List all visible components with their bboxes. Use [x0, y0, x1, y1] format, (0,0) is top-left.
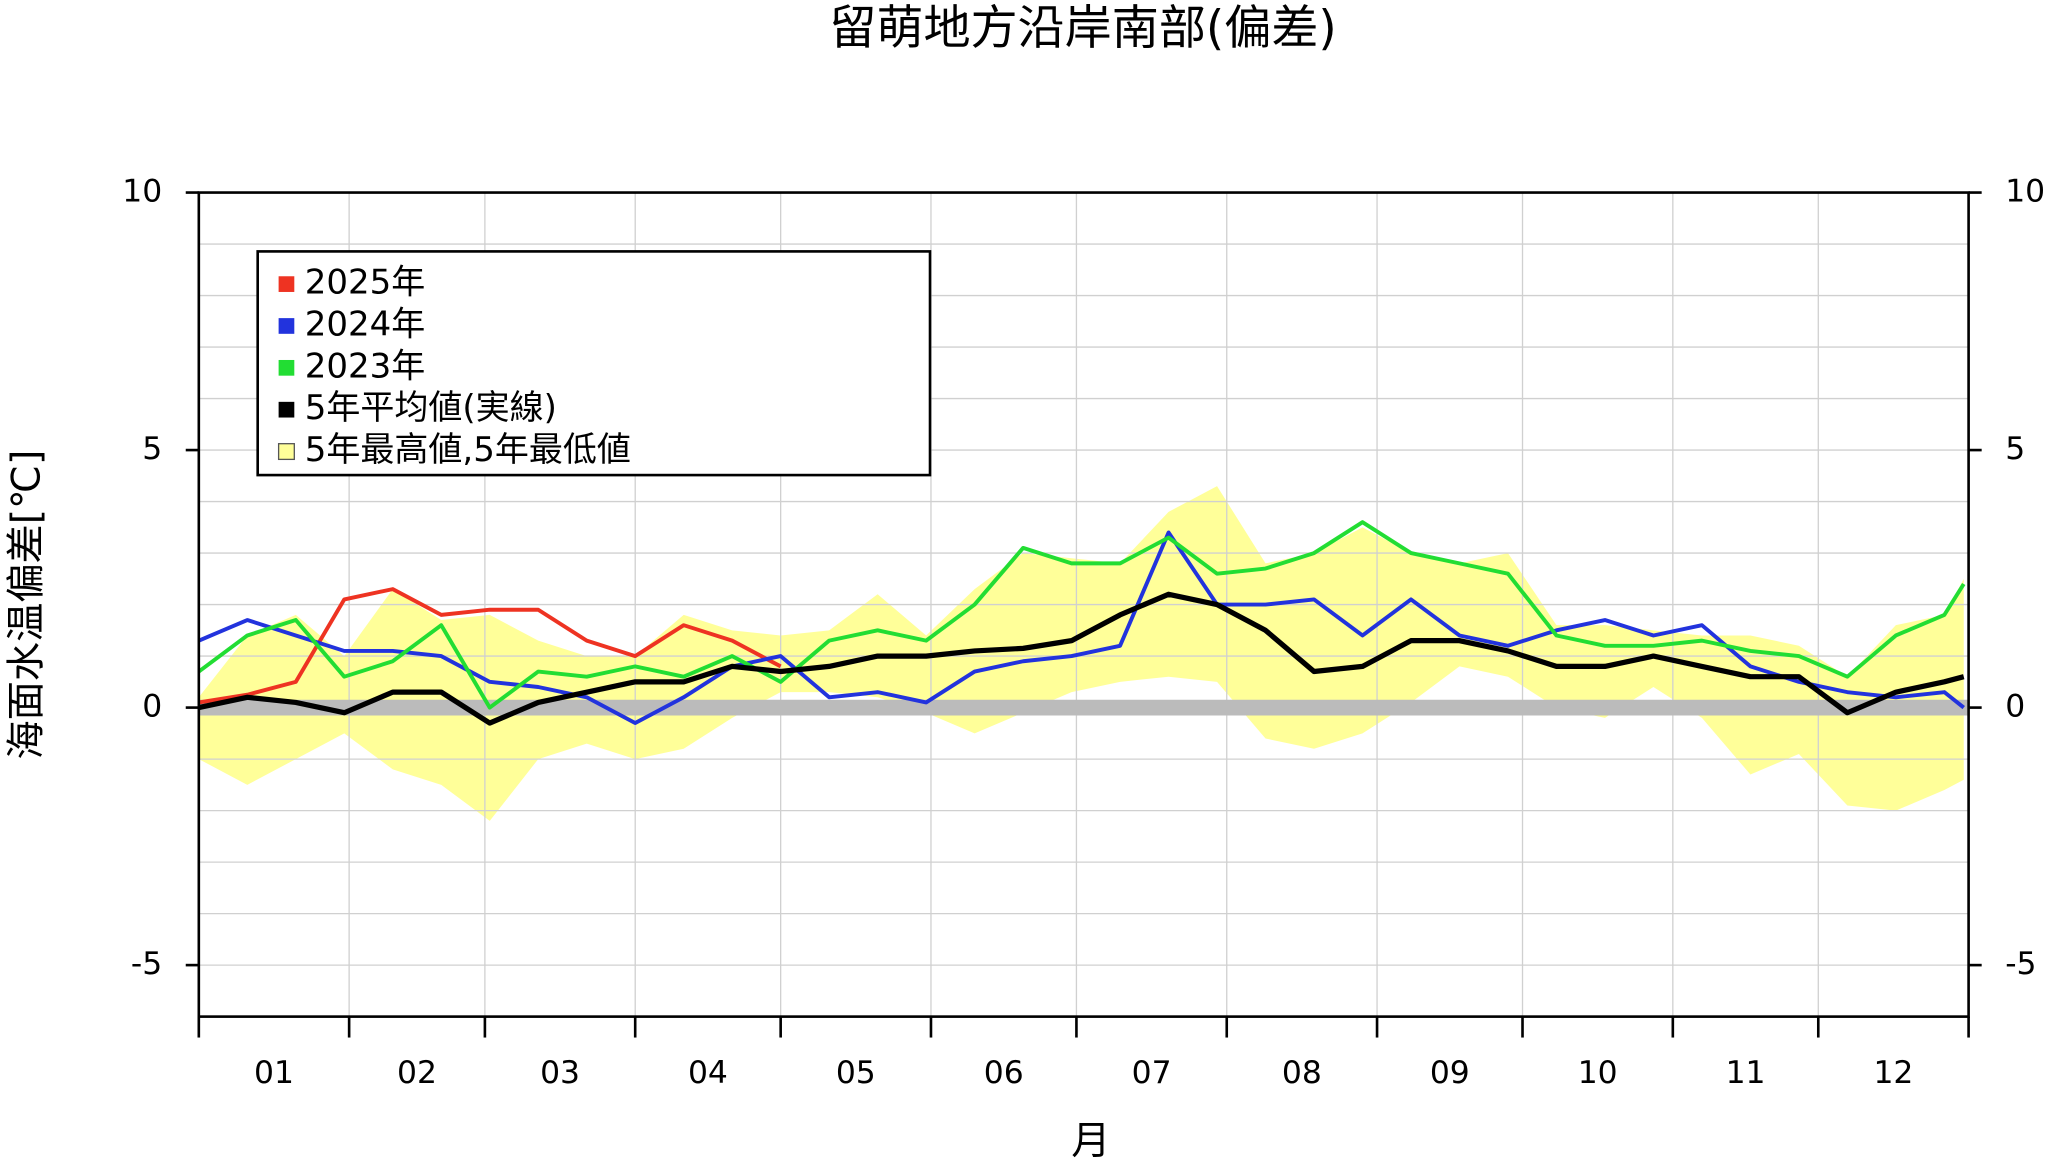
legend-swatch	[277, 443, 295, 461]
legend-box	[256, 250, 932, 477]
y-axis-label: 海面水温偏差[℃]	[4, 450, 49, 760]
x-tick-label: 09	[1430, 1055, 1470, 1091]
legend-swatch	[278, 318, 295, 334]
x-tick-label: 10	[1578, 1055, 1618, 1091]
x-tick-label: 12	[1873, 1055, 1913, 1091]
legend-text: 5年最高値,5年最低値	[305, 430, 631, 470]
x-tick-label: 06	[984, 1055, 1024, 1091]
legend-swatch	[278, 359, 295, 376]
x-tick-label: 02	[397, 1055, 437, 1091]
series-line	[198, 530, 1965, 726]
chart-title: 留萌地方沿岸南部(偏差)	[829, 1, 1337, 56]
series-line	[198, 587, 782, 705]
y-tick-label: 5	[2005, 431, 2025, 467]
y-tick-label: 10	[2005, 174, 2045, 210]
legend-text: 2025年	[305, 263, 426, 303]
legend-text: 5年平均値(実線)	[305, 388, 557, 428]
series-line	[197, 520, 1966, 710]
plot-frame	[197, 191, 1970, 1018]
y-tick-label: 0	[2005, 689, 2025, 725]
legend-text: 2023年	[305, 346, 426, 386]
x-tick-label: 04	[688, 1055, 728, 1091]
y-tick-label: 0	[142, 689, 162, 725]
x-tick-label: 07	[1132, 1055, 1172, 1091]
legend-swatch	[278, 401, 295, 418]
y-tick-label: 5	[142, 431, 162, 467]
x-tick-label: 08	[1282, 1055, 1322, 1091]
series-line	[198, 591, 1965, 726]
x-tick-label: 01	[254, 1055, 294, 1091]
y-tick-label: -5	[2005, 946, 2036, 982]
y-tick-label: 10	[122, 174, 162, 210]
x-tick-label: 05	[836, 1055, 876, 1091]
y-tick-label: -5	[131, 946, 162, 982]
x-tick-label: 03	[540, 1055, 580, 1091]
x-tick-label: 11	[1726, 1055, 1766, 1091]
legend-text: 2024年	[305, 304, 426, 344]
legend-swatch	[278, 276, 295, 292]
x-axis-label: 月	[1071, 1119, 1110, 1164]
